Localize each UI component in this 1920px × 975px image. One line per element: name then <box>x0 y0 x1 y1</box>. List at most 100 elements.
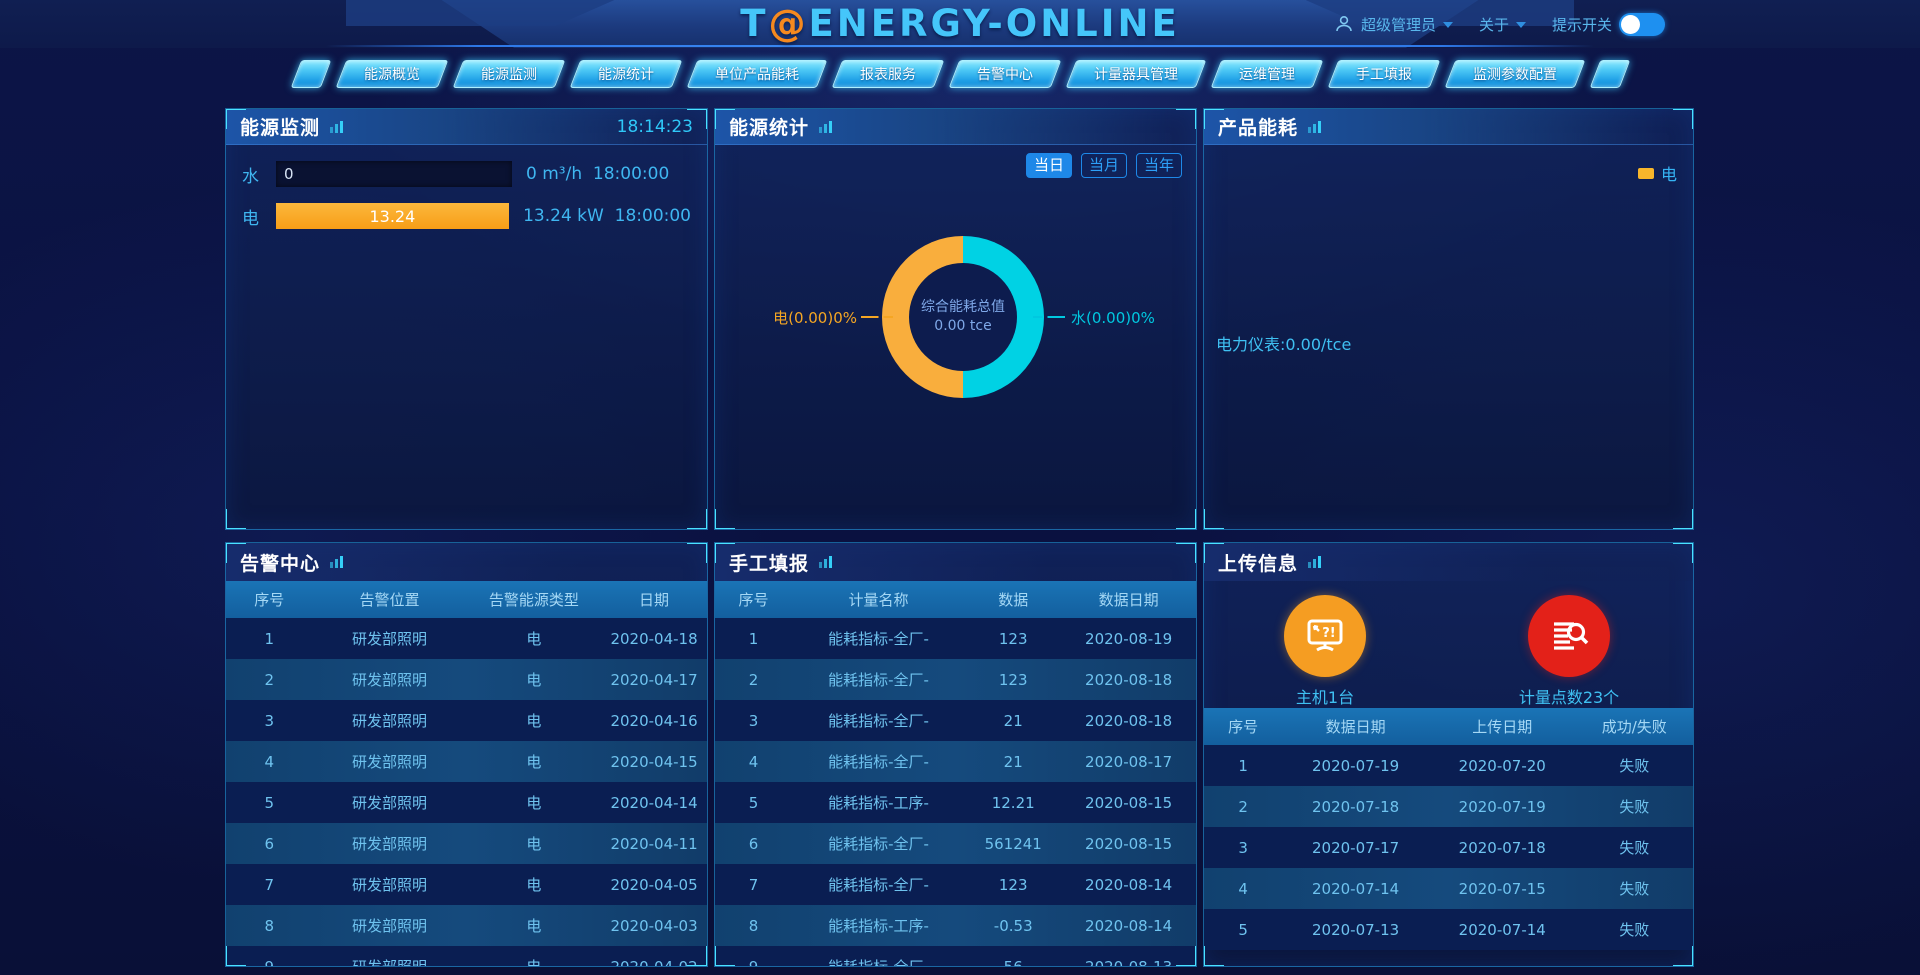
tip-switch-group: 提示开关 <box>1552 12 1665 36</box>
svg-text:?!: ?! <box>1322 626 1335 641</box>
table-row[interactable]: 5 2020-07-13 2020-07-14 失败 <box>1204 909 1693 950</box>
table-row[interactable]: 1 能耗指标-全厂- 123 2020-08-19 <box>715 618 1196 659</box>
corner-bracket <box>1204 543 1224 563</box>
table-row[interactable]: 8 研发部照明 电 2020-04-03 <box>226 905 707 946</box>
host-summary: ?! 主机1台 <box>1240 595 1410 708</box>
column-header: 计量名称 <box>848 591 909 609</box>
nav-item-energy-overview[interactable]: 能源概览 <box>335 60 448 88</box>
table-cell: 2020-08-14 <box>1085 916 1173 935</box>
panel-upload-info: 上传信息 ?! 主机1台 <box>1203 542 1694 967</box>
corner-bracket <box>687 109 707 129</box>
table-cell: 7 <box>264 875 275 894</box>
corner-bracket <box>226 509 246 529</box>
tab-today[interactable]: 当日 <box>1025 153 1072 178</box>
table-cell: 2020-04-02 <box>610 957 698 967</box>
donut-water-label: 水(0.00)0% <box>1071 309 1155 327</box>
chart-legend[interactable]: 电 <box>1204 145 1693 185</box>
table-cell: 2020-07-19 <box>1458 797 1546 816</box>
table-row[interactable]: 6 能耗指标-全厂- 561241 2020-08-15 <box>715 823 1196 864</box>
table-cell: 1 <box>748 629 759 648</box>
about-menu[interactable]: 关于 <box>1479 14 1526 35</box>
user-menu[interactable]: 超级管理员 <box>1334 14 1453 35</box>
table-row[interactable]: 1 2020-07-19 2020-07-20 失败 <box>1204 745 1693 786</box>
table-row[interactable]: 4 研发部照明 电 2020-04-15 <box>226 741 707 782</box>
table-cell: 2020-07-19 <box>1311 756 1400 775</box>
table-cell: 123 <box>998 629 1028 648</box>
table-cell: 123 <box>998 670 1028 689</box>
table-cell: 研发部照明 <box>352 835 428 853</box>
table-cell: 123 <box>998 875 1028 894</box>
table-cell: 2 <box>748 670 759 689</box>
table-row[interactable]: 2 研发部照明 电 2020-04-17 <box>226 659 707 700</box>
corner-bracket <box>1204 509 1224 529</box>
column-header: 上传日期 <box>1472 718 1533 736</box>
table-row[interactable]: 7 能耗指标-全厂- 123 2020-08-14 <box>715 864 1196 905</box>
tab-this-month[interactable]: 当月 <box>1080 153 1127 178</box>
table-row[interactable]: 9 研发部照明 电 2020-04-02 <box>226 946 707 967</box>
table-row[interactable]: 7 研发部照明 电 2020-04-05 <box>226 864 707 905</box>
table-cell: 21 <box>1003 752 1023 771</box>
header-underline-decoration <box>326 45 1594 47</box>
table-cell: 2020-07-13 <box>1311 920 1400 939</box>
dashboard-grid: 能源监测 18:14:23 水 0 0 m³/h 18:00:00 电 13.2… <box>225 108 1694 967</box>
table-cell: 2020-08-17 <box>1085 752 1173 771</box>
bar-chart-icon <box>819 556 833 568</box>
table-cell: 2020-08-15 <box>1085 834 1173 853</box>
table-cell: 2020-07-20 <box>1458 756 1546 775</box>
table-cell: 能耗指标-工序- <box>828 794 929 812</box>
table-row[interactable]: 4 2020-07-14 2020-07-15 失败 <box>1204 868 1693 909</box>
table-cell: 2020-08-18 <box>1085 670 1173 689</box>
panel-energy-monitor: 能源监测 18:14:23 水 0 0 m³/h 18:00:00 电 13.2… <box>225 108 708 530</box>
user-icon <box>1336 15 1352 32</box>
table-cell: 2020-08-18 <box>1085 711 1173 730</box>
panel-alarm-center: 告警中心 序号 告警位置 告警能源类型 日期 1 研发部照明电 2020-04-18 2 研发… <box>225 542 708 967</box>
nav-item-monitor-params[interactable]: 监测参数配置 <box>1444 60 1585 88</box>
table-row[interactable]: 9 能耗指标-全厂- 56 2020-08-13 <box>715 946 1196 967</box>
nav-left-cap-decoration <box>290 60 331 88</box>
table-row[interactable]: 5 能耗指标-工序- 12.21 2020-08-15 <box>715 782 1196 823</box>
panel-title: 产品能耗 <box>1218 117 1299 139</box>
table-row[interactable]: 2 能耗指标-全厂- 123 2020-08-18 <box>715 659 1196 700</box>
donut-center-label: 综合能耗总值 0.00 tce <box>909 263 1017 371</box>
nav-item-ops-management[interactable]: 运维管理 <box>1210 60 1323 88</box>
table-cell: 3 <box>1238 838 1248 857</box>
donut-right-callout-line <box>1033 316 1065 318</box>
table-cell: 3 <box>264 711 275 730</box>
nav-item-energy-monitor[interactable]: 能源监测 <box>452 60 565 88</box>
nav-item-report-service[interactable]: 报表服务 <box>831 60 944 88</box>
column-header: 数据日期 <box>1325 718 1386 736</box>
nav-item-meter-management[interactable]: 计量器具管理 <box>1065 60 1206 88</box>
table-row[interactable]: 3 能耗指标-全厂- 21 2020-08-18 <box>715 700 1196 741</box>
nav-item-manual-fill[interactable]: 手工填报 <box>1327 60 1440 88</box>
table-cell: 9 <box>748 957 759 967</box>
water-bar: 0 <box>276 161 512 187</box>
nav-item-energy-stats[interactable]: 能源统计 <box>569 60 682 88</box>
table-cell: 2020-04-03 <box>610 916 698 935</box>
table-cell: 5 <box>748 793 759 812</box>
table-row[interactable]: 8 能耗指标-工序- -0.53 2020-08-14 <box>715 905 1196 946</box>
table-cell: 能耗指标-全厂- <box>828 876 929 894</box>
table-cell: 6 <box>748 834 759 853</box>
table-row[interactable]: 2 2020-07-18 2020-07-19 失败 <box>1204 786 1693 827</box>
app-header: T@ENERGY-ONLINE 超级管理员 关于 提示开关 <box>0 0 1920 48</box>
power-meter-reading: 电力仪表:0.00/tce <box>1216 335 1352 354</box>
table-row[interactable]: 3 2020-07-17 2020-07-18 失败 <box>1204 827 1693 868</box>
tip-toggle[interactable] <box>1619 12 1665 36</box>
table-cell: 2020-08-15 <box>1085 793 1173 812</box>
metering-points-summary: 计量点数23个 <box>1484 595 1654 708</box>
table-cell: 4 <box>1238 879 1248 898</box>
table-cell: 电 <box>526 712 542 730</box>
table-row[interactable]: 1 研发部照明 电 2020-04-18 <box>226 618 707 659</box>
nav-item-alarm-center[interactable]: 告警中心 <box>948 60 1061 88</box>
tab-this-year[interactable]: 当年 <box>1135 153 1182 178</box>
table-row[interactable]: 3 研发部照明 电 2020-04-16 <box>226 700 707 741</box>
nav-item-unit-product-energy[interactable]: 单位产品能耗 <box>686 60 827 88</box>
electricity-legend-swatch <box>1637 167 1654 179</box>
table-row[interactable]: 6 研发部照明 电 2020-04-11 <box>226 823 707 864</box>
corner-bracket <box>1673 109 1693 129</box>
electricity-gauge-row: 电 13.24 13.24 kW 18:00:00 <box>226 203 707 229</box>
table-cell: 4 <box>748 752 759 771</box>
table-row[interactable]: 5 研发部照明 电 2020-04-14 <box>226 782 707 823</box>
corner-bracket <box>687 946 707 966</box>
table-row[interactable]: 4 能耗指标-全厂- 21 2020-08-17 <box>715 741 1196 782</box>
